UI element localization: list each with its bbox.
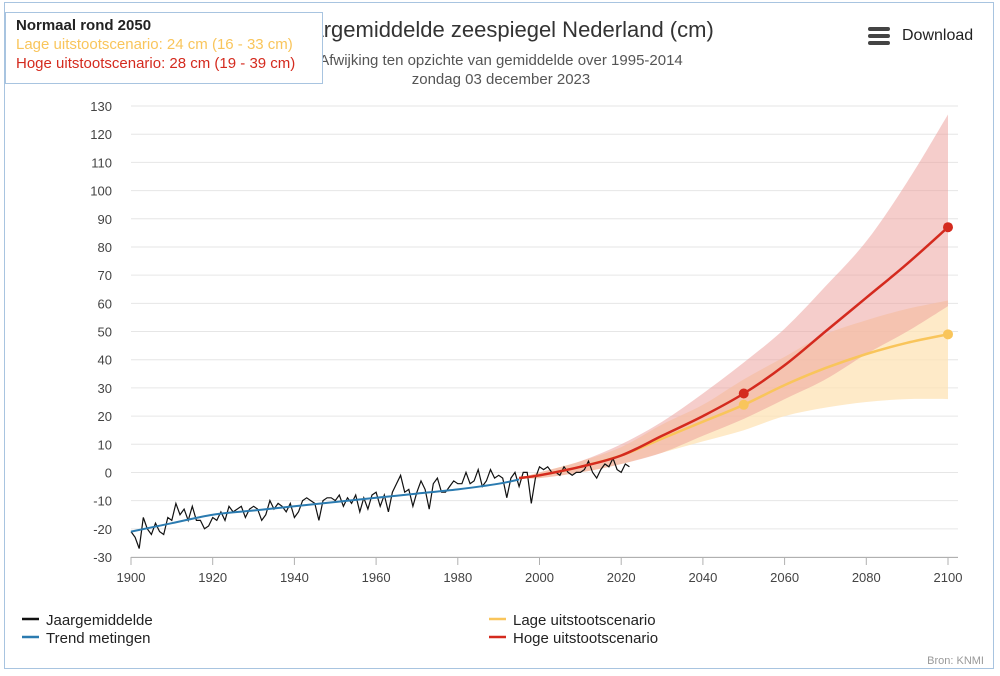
high-scenario-line bbox=[518, 226, 949, 480]
y-tick-label: 100 bbox=[90, 184, 112, 199]
y-tick-label: 70 bbox=[98, 268, 112, 283]
y-tick-label: 110 bbox=[91, 155, 112, 170]
legend-item-low[interactable]: Lage uitstootscenario bbox=[489, 612, 656, 629]
info-heading: Normaal rond 2050 bbox=[16, 17, 152, 34]
x-tick-label: 1960 bbox=[362, 570, 391, 585]
y-tick-label: 20 bbox=[98, 409, 112, 424]
y-tick-label: 90 bbox=[98, 212, 112, 227]
info-low-scenario: Lage uitstootscenario: 24 cm (16 - 33 cm… bbox=[16, 36, 293, 53]
legend-item-observations[interactable]: Jaargemiddelde bbox=[22, 612, 153, 629]
menu-icon[interactable] bbox=[868, 27, 890, 45]
axes: 1301201101009080706050403020100-10-20-30… bbox=[90, 99, 962, 585]
x-tick-label: 2000 bbox=[525, 570, 554, 585]
x-tick-label: 1940 bbox=[280, 570, 309, 585]
x-tick-label: 2100 bbox=[934, 570, 963, 585]
low-scenario-marker bbox=[943, 329, 953, 340]
legend-label: Lage uitstootscenario bbox=[513, 612, 656, 629]
high-scenario-band bbox=[519, 114, 948, 479]
y-tick-label: 10 bbox=[98, 437, 112, 452]
series-markers bbox=[738, 222, 953, 410]
high-scenario-marker bbox=[738, 388, 749, 399]
y-tick-label: -20 bbox=[93, 522, 112, 537]
info-box: Normaal rond 2050 Lage uitstootscenario:… bbox=[5, 12, 323, 84]
download-label: Download bbox=[902, 27, 974, 44]
observations-line bbox=[130, 456, 630, 549]
y-tick-label: 50 bbox=[98, 325, 112, 340]
y-tick-label: 60 bbox=[98, 296, 112, 311]
y-tick-label: 120 bbox=[90, 127, 112, 142]
download-button[interactable]: Download bbox=[868, 24, 973, 48]
y-tick-label: 30 bbox=[98, 381, 112, 396]
x-tick-label: 2060 bbox=[770, 570, 799, 585]
low-scenario-marker bbox=[738, 399, 749, 410]
trend-line bbox=[130, 478, 520, 533]
x-tick-label: 2040 bbox=[688, 570, 717, 585]
chart-date: zondag 03 december 2023 bbox=[412, 71, 590, 88]
legend-item-high[interactable]: Hoge uitstootscenario bbox=[489, 630, 658, 647]
y-tick-label: -30 bbox=[93, 550, 112, 565]
uncertainty-bands bbox=[519, 114, 948, 479]
source-credit: Bron: KNMI bbox=[927, 655, 984, 667]
chart-subtitle: Afwijking ten opzichte van gemiddelde ov… bbox=[319, 52, 683, 69]
x-tick-label: 2080 bbox=[852, 570, 881, 585]
y-tick-label: 80 bbox=[98, 240, 112, 255]
x-tick-label: 1980 bbox=[443, 570, 472, 585]
x-tick-label: 1920 bbox=[198, 570, 227, 585]
legend-label: Trend metingen bbox=[46, 630, 151, 647]
info-high-scenario: Hoge uitstootscenario: 28 cm (19 - 39 cm… bbox=[16, 55, 296, 72]
x-tick-label: 2020 bbox=[607, 570, 636, 585]
chart-frame bbox=[4, 2, 994, 669]
y-tick-label: 130 bbox=[90, 99, 112, 114]
y-tick-label: 40 bbox=[98, 353, 112, 368]
y-tick-label: 0 bbox=[105, 465, 112, 480]
legend-label: Jaargemiddelde bbox=[46, 612, 153, 629]
high-scenario-marker bbox=[943, 222, 953, 233]
chart-title: Jaargemiddelde zeespiegel Nederland (cm) bbox=[288, 17, 714, 42]
series-lines bbox=[130, 226, 949, 549]
y-tick-label: -10 bbox=[93, 494, 112, 509]
legend-item-trend[interactable]: Trend metingen bbox=[22, 630, 151, 647]
legend-label: Hoge uitstootscenario bbox=[513, 630, 658, 647]
x-tick-label: 1900 bbox=[117, 570, 146, 585]
